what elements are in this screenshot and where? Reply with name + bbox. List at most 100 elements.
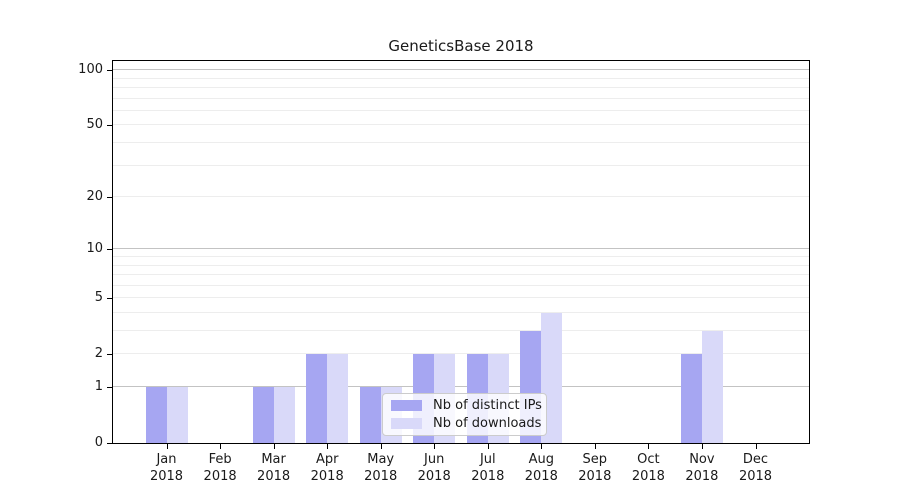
chart-title: GeneticsBase 2018 xyxy=(388,37,534,55)
x-axis-tick-label: Aug 2018 xyxy=(509,451,573,485)
bar-downloads xyxy=(701,331,723,443)
x-axis-tick xyxy=(434,444,436,449)
legend-item: Nb of distinct IPs xyxy=(391,398,542,413)
gridline xyxy=(113,311,809,313)
x-tick-month: Feb xyxy=(208,452,232,467)
y-axis-tick xyxy=(107,387,112,388)
bar-downloads xyxy=(273,387,295,443)
x-tick-year: 2018 xyxy=(364,469,398,484)
x-axis-tick-label: Oct 2018 xyxy=(616,451,680,485)
legend-swatch-icon xyxy=(391,417,422,429)
bar-distinct-ips xyxy=(680,354,702,443)
y-axis-tick-label: 10 xyxy=(86,241,103,257)
legend: Nb of distinct IPs Nb of downloads xyxy=(382,393,547,436)
y-axis-tick-label: 0 xyxy=(94,435,103,450)
gridline xyxy=(113,77,809,79)
y-axis-tick xyxy=(107,197,112,198)
gridline xyxy=(113,196,809,197)
x-tick-year: 2018 xyxy=(203,469,237,484)
x-tick-year: 2018 xyxy=(471,469,505,484)
x-tick-year: 2018 xyxy=(524,469,558,484)
plot-area: Nb of distinct IPs Nb of downloads xyxy=(112,60,810,444)
y-axis-tick xyxy=(107,70,112,72)
gridline xyxy=(113,264,809,266)
gridline xyxy=(113,141,809,143)
x-tick-year: 2018 xyxy=(631,469,665,484)
x-tick-month: Jul xyxy=(479,452,496,467)
x-axis-tick xyxy=(594,444,596,449)
y-axis-tick xyxy=(107,354,112,356)
x-tick-year: 2018 xyxy=(738,469,773,484)
x-axis-tick-label: May 2018 xyxy=(349,451,413,485)
x-tick-year: 2018 xyxy=(685,469,719,484)
gridline xyxy=(113,248,809,250)
legend-item-label: Nb of downloads xyxy=(433,415,542,431)
y-axis-tick xyxy=(107,298,112,300)
x-axis-tick xyxy=(327,444,329,449)
x-axis-tick xyxy=(380,444,382,449)
x-axis-tick-label: Mar 2018 xyxy=(242,451,306,485)
x-axis-tick xyxy=(755,444,757,449)
x-axis-tick xyxy=(541,444,543,449)
bar-distinct-ips xyxy=(252,387,274,443)
y-axis-tick-label: 1 xyxy=(94,379,103,394)
bar-distinct-ips xyxy=(359,387,381,443)
x-axis-tick-label: Sep 2018 xyxy=(563,451,627,485)
gridline xyxy=(113,69,809,71)
y-axis-tick-label: 50 xyxy=(86,117,103,133)
x-tick-year: 2018 xyxy=(149,469,184,484)
x-axis-tick xyxy=(487,444,489,449)
y-axis-tick xyxy=(107,249,112,251)
bar-downloads xyxy=(327,354,349,443)
bar-distinct-ips xyxy=(306,354,328,443)
x-axis-tick xyxy=(701,444,703,449)
x-axis-tick xyxy=(273,444,275,449)
x-axis-tick-label: Apr 2018 xyxy=(295,451,359,485)
gridline xyxy=(113,109,809,111)
x-tick-year: 2018 xyxy=(417,469,451,484)
x-tick-month: Sep xyxy=(582,452,608,467)
gridline xyxy=(113,297,809,299)
y-axis-tick xyxy=(107,125,112,127)
gridline xyxy=(113,274,809,275)
y-axis-tick xyxy=(107,443,112,444)
legend-item: Nb of downloads xyxy=(391,415,542,431)
x-tick-year: 2018 xyxy=(578,469,612,484)
x-axis-tick-label: Jun 2018 xyxy=(402,451,466,485)
x-axis-tick-label: Jul 2018 xyxy=(456,451,520,485)
x-tick-year: 2018 xyxy=(257,469,291,484)
x-axis-tick-label: Jan 2018 xyxy=(135,451,199,485)
x-tick-year: 2018 xyxy=(310,469,344,484)
gridline xyxy=(113,164,809,166)
gridline xyxy=(113,386,809,387)
y-axis-tick-label: 100 xyxy=(78,62,103,78)
x-axis-tick xyxy=(220,444,222,449)
x-axis-tick xyxy=(648,444,650,449)
gridline xyxy=(113,255,809,257)
gridline xyxy=(113,124,809,126)
gridline xyxy=(113,330,809,331)
x-tick-month: Oct xyxy=(637,452,660,467)
gridline xyxy=(113,86,809,88)
gridline xyxy=(113,284,809,286)
x-tick-month: Apr xyxy=(315,452,339,467)
gridline xyxy=(113,97,809,99)
x-axis-tick-label: Feb 2018 xyxy=(188,451,252,485)
bar-downloads xyxy=(166,387,188,443)
x-axis-tick-label: Dec 2018 xyxy=(724,451,788,485)
x-axis-tick-label: Nov 2018 xyxy=(670,451,734,485)
x-tick-month: Dec xyxy=(742,452,769,467)
x-tick-month: Jun xyxy=(424,452,445,467)
x-tick-month: Nov xyxy=(689,452,715,467)
legend-item-label: Nb of distinct IPs xyxy=(433,398,542,414)
y-axis-tick-label: 5 xyxy=(94,290,103,306)
x-tick-month: Aug xyxy=(528,452,554,467)
x-axis-tick xyxy=(166,444,168,449)
x-tick-month: Mar xyxy=(261,452,286,467)
bar-distinct-ips xyxy=(145,387,167,443)
y-axis-tick-label: 2 xyxy=(94,346,103,362)
gridline xyxy=(113,353,809,355)
legend-swatch-icon xyxy=(391,400,422,412)
x-tick-month: Jan xyxy=(156,452,177,467)
